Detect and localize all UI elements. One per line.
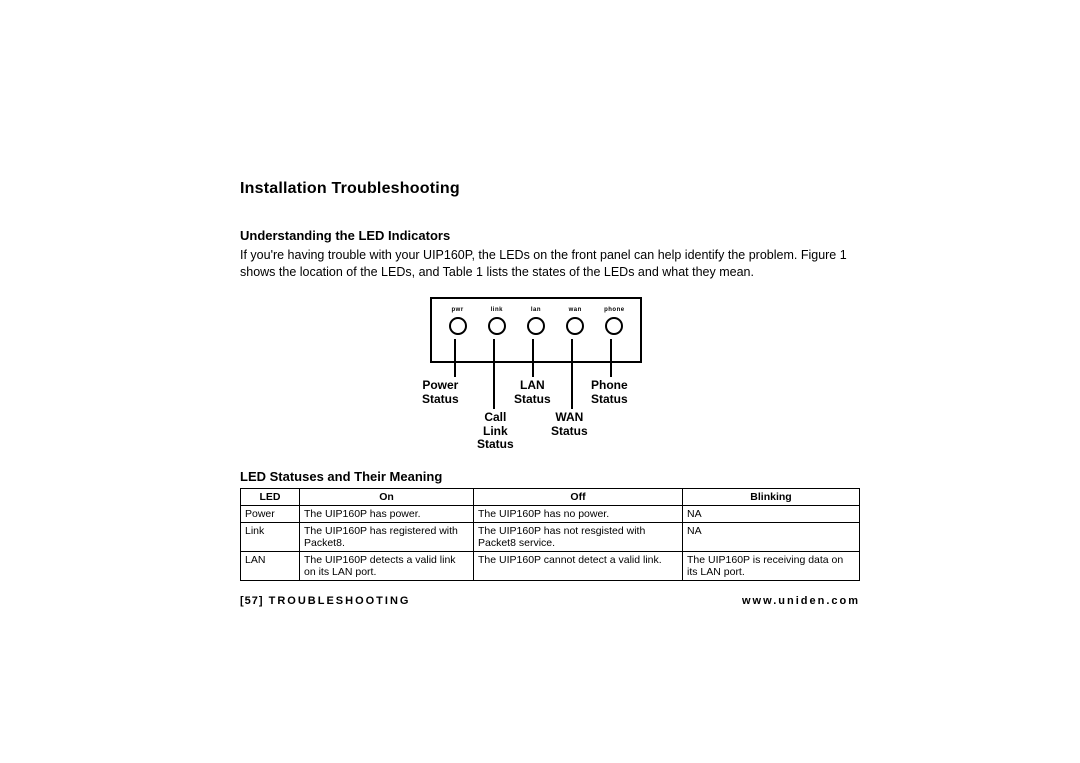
led-diagram: pwr link lan wan phone Power Status Call Lin… xyxy=(240,293,860,463)
led-item: phone xyxy=(595,307,633,335)
table-cell: The UIP160P has registered with Packet8. xyxy=(300,522,474,551)
page-content: Installation Troubleshooting Understandi… xyxy=(240,180,860,607)
callout-lan: LAN Status xyxy=(514,379,551,407)
table-cell: The UIP160P detects a valid link on its … xyxy=(300,551,474,580)
table-cell: NA xyxy=(683,522,860,551)
table-heading: LED Statuses and Their Meaning xyxy=(240,469,860,484)
page-number: [57] xyxy=(240,595,264,607)
section-heading: Understanding the LED Indicators xyxy=(240,228,860,243)
footer-left: [57] TROUBLESHOOTING xyxy=(240,595,410,607)
led-top-label: link xyxy=(491,307,503,313)
led-item: wan xyxy=(556,307,594,335)
section-text: If you're having trouble with your UIP16… xyxy=(240,247,860,281)
table-cell: Link xyxy=(241,522,300,551)
led-item: pwr xyxy=(439,307,477,335)
callout-wan: WAN Status xyxy=(551,411,588,439)
lead-line xyxy=(532,339,534,377)
table-cell: The UIP160P has no power. xyxy=(474,505,683,522)
callout-phone: Phone Status xyxy=(591,379,628,407)
footer-url: www.uniden.com xyxy=(742,595,860,607)
callout-power: Power Status xyxy=(422,379,459,407)
callout-line2: Status xyxy=(422,392,459,406)
led-top-label: pwr xyxy=(452,307,464,313)
led-circle-icon xyxy=(488,317,506,335)
lead-line xyxy=(610,339,612,377)
lead-line xyxy=(571,339,573,409)
callout-call-link: Call Link Status xyxy=(477,411,514,452)
table-cell: Power xyxy=(241,505,300,522)
callout-line1: Power xyxy=(422,378,458,392)
table-cell: The UIP160P has power. xyxy=(300,505,474,522)
led-circle-icon xyxy=(605,317,623,335)
led-item: link xyxy=(478,307,516,335)
table-cell: The UIP160P cannot detect a valid link. xyxy=(474,551,683,580)
led-circle-icon xyxy=(449,317,467,335)
led-top-label: lan xyxy=(531,307,541,313)
table-cell: NA xyxy=(683,505,860,522)
col-blinking: Blinking xyxy=(683,488,860,505)
col-on: On xyxy=(300,488,474,505)
table-cell: The UIP160P is receiving data on its LAN… xyxy=(683,551,860,580)
led-circle-icon xyxy=(527,317,545,335)
led-item: lan xyxy=(517,307,555,335)
table-cell: The UIP160P has not resgisted with Packe… xyxy=(474,522,683,551)
footer-section: TROUBLESHOOTING xyxy=(269,595,411,607)
table-row: LANThe UIP160P detects a valid link on i… xyxy=(241,551,860,580)
lead-line xyxy=(493,339,495,409)
page-title: Installation Troubleshooting xyxy=(240,180,860,198)
table-row: LinkThe UIP160P has registered with Pack… xyxy=(241,522,860,551)
col-off: Off xyxy=(474,488,683,505)
led-circle-icon xyxy=(566,317,584,335)
led-top-label: wan xyxy=(569,307,582,313)
led-status-table: LED On Off Blinking PowerThe UIP160P has… xyxy=(240,488,860,581)
table-row: PowerThe UIP160P has power.The UIP160P h… xyxy=(241,505,860,522)
table-cell: LAN xyxy=(241,551,300,580)
led-top-label: phone xyxy=(604,307,625,313)
col-led: LED xyxy=(241,488,300,505)
lead-line xyxy=(454,339,456,377)
page-footer: [57] TROUBLESHOOTING www.uniden.com xyxy=(240,595,860,607)
